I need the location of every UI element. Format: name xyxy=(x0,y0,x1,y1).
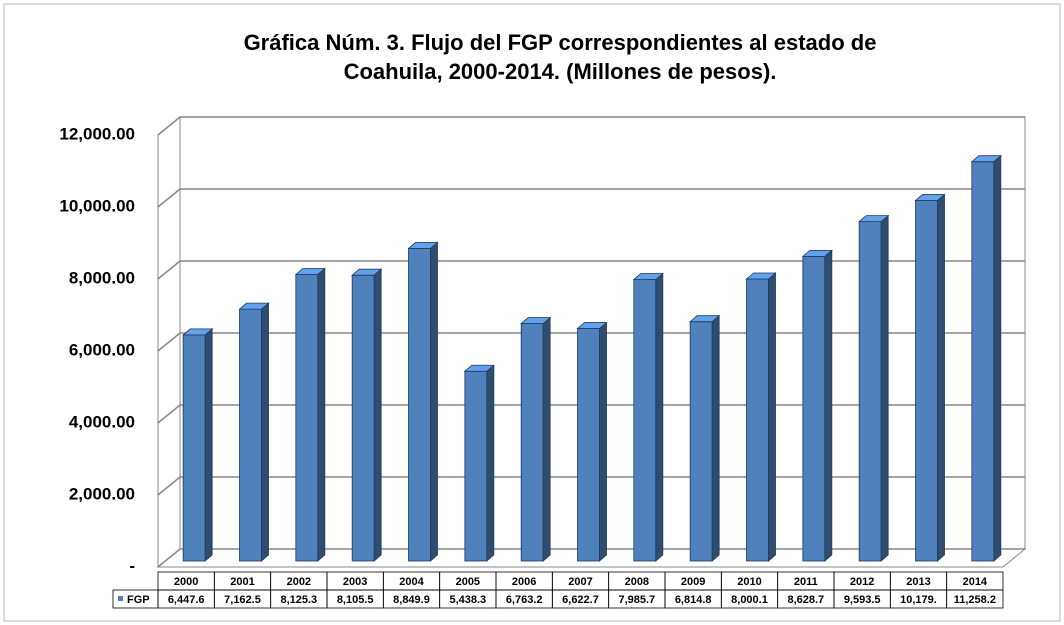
x-tick-label: 2010 xyxy=(737,576,761,588)
bar-top xyxy=(914,194,946,201)
bar xyxy=(239,308,262,562)
y-tick-label: 8,000.00 xyxy=(69,268,135,287)
bar-side xyxy=(317,267,326,562)
bar xyxy=(858,221,882,562)
bar-top xyxy=(801,249,833,257)
bar xyxy=(577,328,600,562)
value-label: 7,162.5 xyxy=(224,594,261,606)
bar-side xyxy=(204,328,213,562)
bar xyxy=(633,279,657,562)
bar-side xyxy=(768,272,776,562)
value-label: 8,628.7 xyxy=(787,594,824,606)
x-tick-label: 2005 xyxy=(456,576,480,588)
x-tick-label: 2014 xyxy=(963,576,988,588)
bar xyxy=(182,334,206,562)
bar-side xyxy=(599,321,607,562)
y-tick-label: 4,000.00 xyxy=(69,412,135,431)
value-label: 10,179. xyxy=(900,594,937,606)
bar-side xyxy=(937,193,945,562)
y-tick-label: 10,000.00 xyxy=(59,196,135,215)
y-tick-label: 6,000.00 xyxy=(69,340,135,359)
bar-top xyxy=(407,242,439,249)
grid-line xyxy=(157,332,1025,352)
x-tick-label: 2012 xyxy=(850,576,874,588)
bar xyxy=(464,370,488,562)
bar xyxy=(802,255,826,562)
bar xyxy=(520,323,544,562)
y-tick-label: - xyxy=(129,556,135,575)
bar-side xyxy=(542,316,551,562)
chart-title: Gráfica Núm. 3. Flujo del FGP correspond… xyxy=(244,30,877,55)
grid-line xyxy=(157,548,1025,568)
bar xyxy=(915,200,938,562)
legend-label: FGP xyxy=(127,594,150,606)
x-tick-label: 2007 xyxy=(568,576,592,588)
value-label: 5,438.3 xyxy=(449,594,486,606)
grid-line xyxy=(157,116,1025,136)
value-label: 6,447.6 xyxy=(168,594,205,606)
value-label: 6,814.8 xyxy=(675,594,712,606)
value-label: 6,622.7 xyxy=(562,594,599,606)
bar-top xyxy=(858,215,890,223)
grid-line xyxy=(157,188,1025,208)
table-cell xyxy=(946,589,1004,609)
bar-side xyxy=(993,154,1002,562)
value-label: 8,125.3 xyxy=(280,594,317,606)
x-tick-label: 2004 xyxy=(399,576,424,588)
chart-title: Coahuila, 2000-2014. (Millones de pesos)… xyxy=(344,59,777,84)
bar-side xyxy=(430,241,438,562)
x-tick-label: 2003 xyxy=(343,576,367,588)
x-tick-label: 2008 xyxy=(625,576,649,588)
y-tick-label: 12,000.00 xyxy=(59,124,135,143)
value-label: 7,985.7 xyxy=(618,594,655,606)
bar-side xyxy=(711,314,720,562)
bar-top xyxy=(520,317,552,324)
bar-top xyxy=(632,273,664,280)
value-label: 8,849.9 xyxy=(393,594,430,606)
bar-side xyxy=(655,272,664,562)
value-label: 9,593.5 xyxy=(844,594,881,606)
value-label: 6,763.2 xyxy=(506,594,543,606)
bar-top xyxy=(463,364,495,372)
x-tick-label: 2011 xyxy=(794,576,818,588)
bar-side xyxy=(824,249,833,562)
value-label: 11,258.2 xyxy=(954,594,996,606)
x-tick-label: 2000 xyxy=(174,576,198,588)
bar xyxy=(689,321,713,562)
bar-top xyxy=(238,302,270,310)
bar-top xyxy=(689,315,721,323)
bar-top xyxy=(576,322,608,329)
bar-top xyxy=(745,272,777,280)
x-tick-label: 2002 xyxy=(287,576,311,588)
value-label: 8,105.5 xyxy=(337,594,374,606)
x-tick-label: 2001 xyxy=(230,576,254,588)
grid-line xyxy=(157,260,1025,280)
x-tick-label: 2009 xyxy=(681,576,705,588)
x-tick-label: 2013 xyxy=(906,576,930,588)
bar xyxy=(971,161,995,562)
bar-top xyxy=(182,328,214,336)
bar-side xyxy=(373,268,382,562)
bar-top xyxy=(351,268,383,276)
bar xyxy=(408,248,431,562)
bar xyxy=(351,274,375,562)
legend-key xyxy=(118,596,123,601)
bar-side xyxy=(261,302,269,562)
value-label: 8,000.1 xyxy=(731,594,768,606)
bar-top xyxy=(970,155,1002,163)
bar-top xyxy=(294,268,326,275)
bar-side xyxy=(880,214,889,562)
bar xyxy=(295,274,319,562)
grid-line xyxy=(157,404,1025,424)
bar xyxy=(746,278,769,562)
x-tick-label: 2006 xyxy=(512,576,536,588)
bar-side xyxy=(486,364,495,562)
y-tick-label: 2,000.00 xyxy=(69,484,135,503)
grid-line xyxy=(157,476,1025,496)
